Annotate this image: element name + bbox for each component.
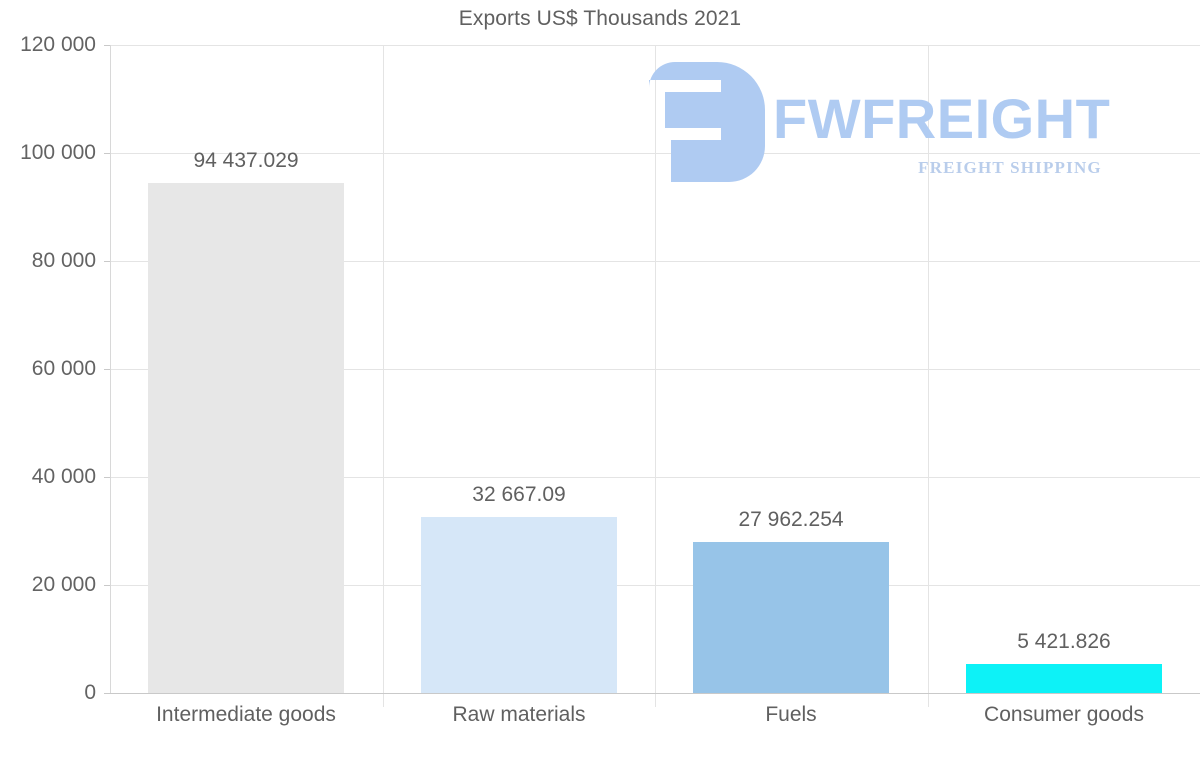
bar-value-label: 94 437.029 <box>193 149 299 172</box>
y-tick-mark <box>104 477 110 478</box>
y-axis-tick-label: 60 000 <box>31 357 96 380</box>
x-axis-category-label: Intermediate goods <box>156 703 336 726</box>
bar-value-label: 27 962.254 <box>738 508 844 531</box>
bar-value-label: 5 421.826 <box>1017 630 1111 653</box>
bar[interactable] <box>693 542 889 693</box>
y-tick-mark <box>104 261 110 262</box>
y-axis-tick-label: 80 000 <box>31 249 96 272</box>
watermark: FWFREIGHT FREIGHT SHIPPING <box>645 58 1145 186</box>
bar[interactable] <box>148 183 344 693</box>
watermark-tagline: FREIGHT SHIPPING <box>918 158 1102 177</box>
x-gridline <box>655 45 656 707</box>
x-axis-category-label: Fuels <box>765 703 817 726</box>
bar-value-label: 32 667.09 <box>472 483 566 506</box>
watermark-wordmark: FWFREIGHT <box>773 87 1111 150</box>
y-axis-tick-label: 0 <box>84 681 96 704</box>
x-axis-category-label: Raw materials <box>452 703 586 726</box>
x-axis-category-label: Consumer goods <box>984 703 1144 726</box>
x-gridline <box>928 45 929 707</box>
y-tick-mark <box>104 693 110 694</box>
fwfreight-logo-mark-icon <box>649 62 765 182</box>
x-gridline <box>383 45 384 707</box>
y-axis-tick-label: 100 000 <box>20 141 96 164</box>
y-tick-mark <box>104 369 110 370</box>
chart-title: Exports US$ Thousands 2021 <box>458 7 742 30</box>
y-tick-mark <box>104 153 110 154</box>
y-tick-mark <box>104 45 110 46</box>
y-tick-mark <box>104 585 110 586</box>
y-axis-tick-label: 40 000 <box>31 465 96 488</box>
x-axis-line <box>110 693 1200 694</box>
y-axis-tick-label: 120 000 <box>20 33 96 56</box>
bar[interactable] <box>966 664 1162 693</box>
y-axis-line <box>110 45 111 694</box>
y-axis-tick-label: 20 000 <box>31 573 96 596</box>
bar[interactable] <box>421 517 617 693</box>
